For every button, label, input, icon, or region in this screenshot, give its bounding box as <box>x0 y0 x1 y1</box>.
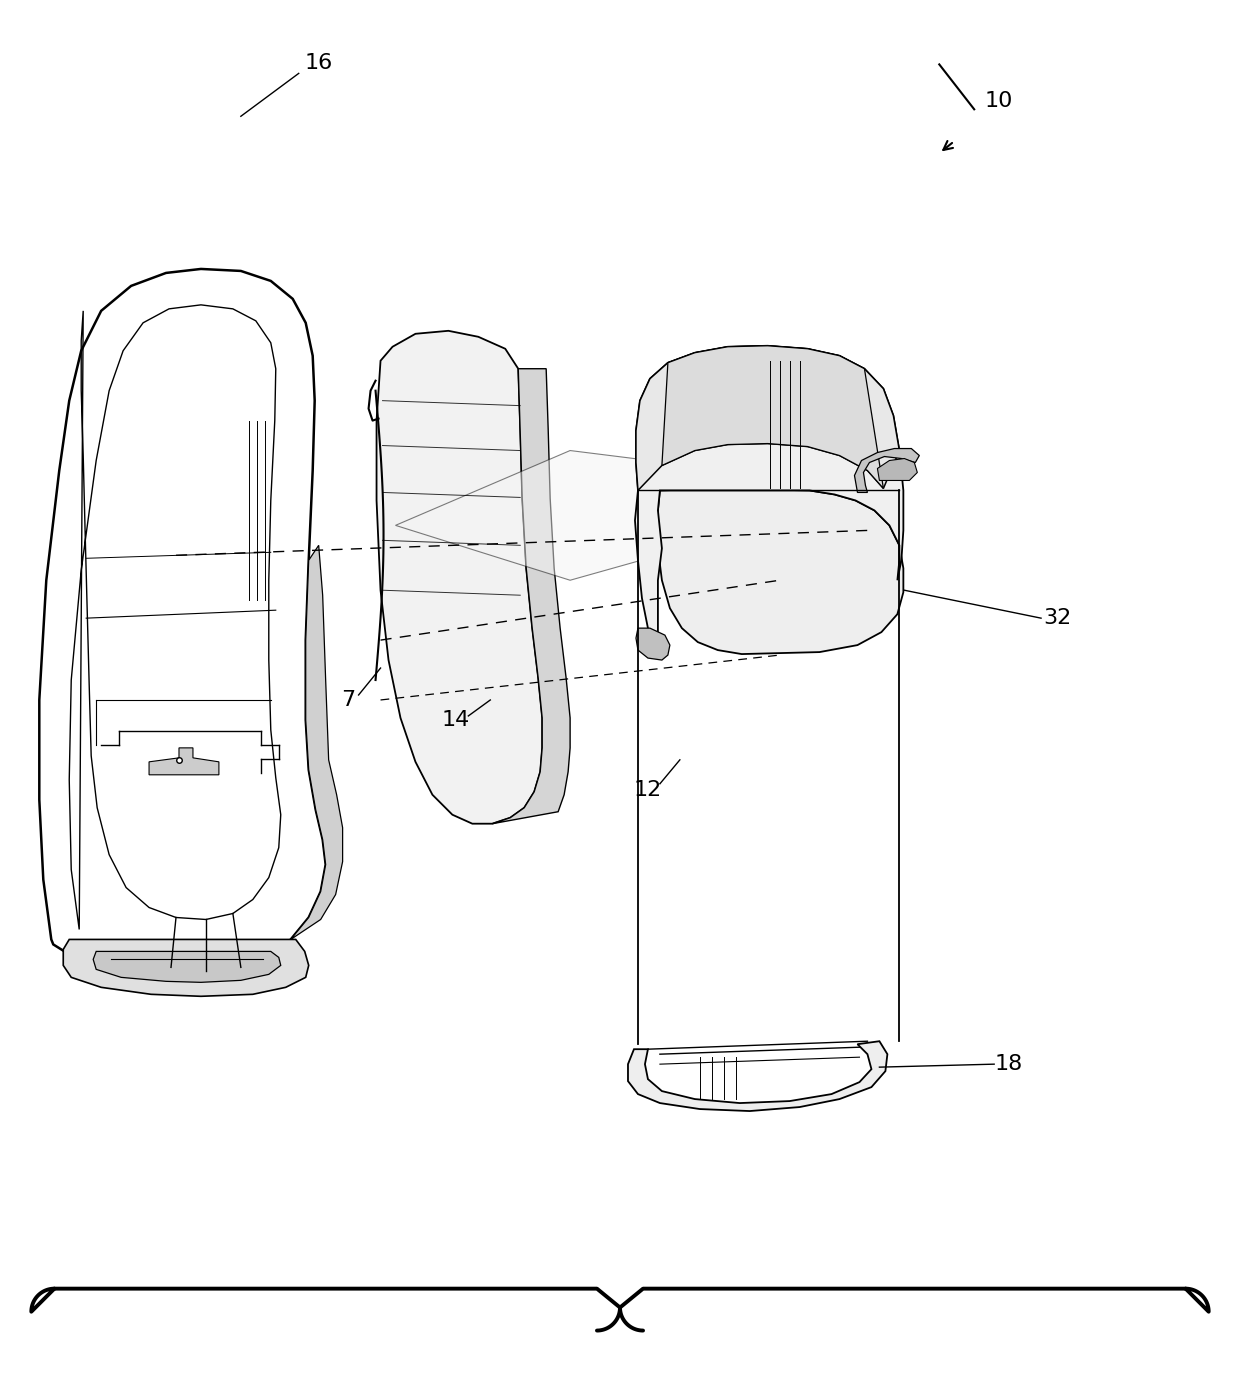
Polygon shape <box>492 369 570 823</box>
Polygon shape <box>636 628 670 660</box>
Polygon shape <box>627 1041 888 1111</box>
Polygon shape <box>149 748 219 775</box>
Polygon shape <box>290 545 342 939</box>
Polygon shape <box>377 330 542 823</box>
Polygon shape <box>635 346 904 649</box>
Polygon shape <box>63 939 309 997</box>
Polygon shape <box>396 450 889 580</box>
Text: 7: 7 <box>341 690 356 711</box>
Polygon shape <box>662 346 883 489</box>
Polygon shape <box>878 459 918 481</box>
Text: 16: 16 <box>305 54 332 73</box>
Polygon shape <box>93 952 280 982</box>
Polygon shape <box>658 489 904 654</box>
Polygon shape <box>636 346 899 490</box>
Text: 32: 32 <box>1043 609 1071 628</box>
Text: 14: 14 <box>441 711 470 730</box>
Text: 10: 10 <box>985 91 1013 112</box>
Text: 18: 18 <box>994 1055 1023 1074</box>
Polygon shape <box>854 449 919 493</box>
Text: 12: 12 <box>634 779 662 800</box>
